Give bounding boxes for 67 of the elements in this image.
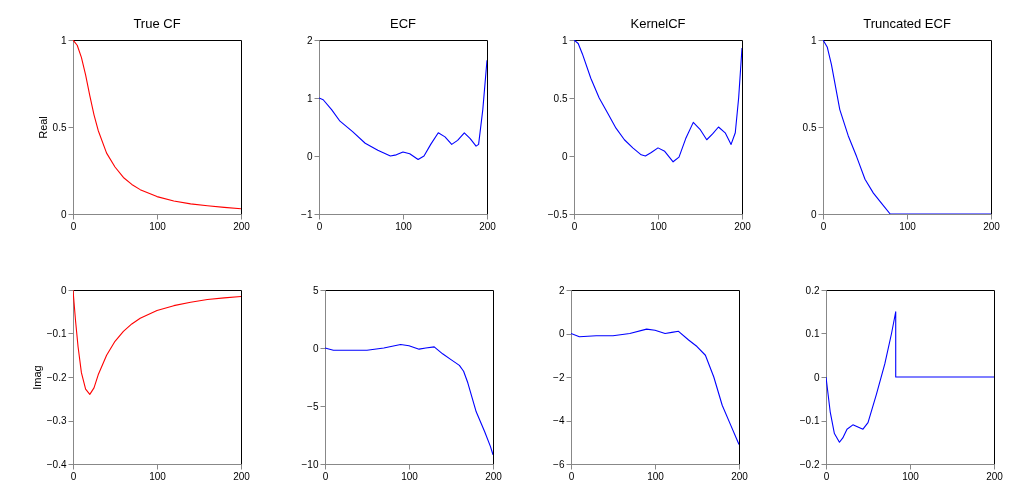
y-tick-label: 0.1 [805,328,820,339]
y-tick-label: 2 [558,284,565,296]
y-tick-label: 5 [312,284,319,296]
x-tick-label: 100 [899,220,917,232]
y-tick-label: 0 [810,208,817,220]
x-tick-label: 100 [647,470,665,482]
y-tick-label: −2 [553,371,565,383]
y-tick-label: −5 [307,400,319,412]
y-tick-label: 1 [60,34,67,46]
x-tick-label: 200 [479,220,497,232]
line-series [571,328,739,445]
x-tick-label: 0 [823,470,830,482]
y-axis-title: Real [36,116,49,139]
y-tick-label: −1 [301,208,313,220]
x-tick-label: 100 [149,220,167,232]
x-tick-label: 200 [983,220,1001,232]
x-tick-label: 100 [401,470,419,482]
x-tick-label: 200 [986,470,1004,482]
y-tick-label: 0.5 [802,121,817,133]
y-tick-label: −0.5 [547,208,568,220]
line-series [73,40,241,210]
x-tick-label: 100 [650,220,668,232]
x-tick-label: 200 [734,220,752,232]
line-series [574,40,742,163]
y-tick-label: −0.2 [799,458,820,470]
y-tick-label: 0 [60,284,67,296]
chart-title: KernelCF [630,16,686,31]
y-tick-label: 0 [813,371,820,383]
x-tick-label: 0 [70,470,77,482]
line-series [826,311,994,443]
y-tick-label: 1 [306,92,313,104]
y-tick-label: 0.5 [553,92,568,104]
x-tick-label: 200 [485,470,503,482]
x-tick-label: 0 [571,220,578,232]
x-tick-label: 100 [395,220,413,232]
y-tick-label: −0.3 [46,415,67,426]
y-tick-label: 0 [60,208,67,220]
x-tick-label: 100 [149,470,167,482]
y-tick-label: 0.2 [805,284,820,296]
y-tick-label: 1 [810,34,817,46]
y-tick-label: 1 [561,34,568,46]
line-series [325,343,493,456]
x-tick-label: 0 [322,470,329,482]
x-tick-label: 200 [233,220,251,232]
x-tick-label: 0 [70,220,77,232]
line-series [73,290,241,395]
y-tick-label: −0.1 [46,328,67,339]
y-tick-label: −6 [553,458,565,470]
y-tick-label: −10 [301,458,319,470]
y-tick-label: 0 [558,328,565,339]
y-tick-label: 0 [306,150,313,162]
y-tick-label: −0.1 [799,415,820,426]
x-tick-label: 200 [731,470,749,482]
y-tick-label: −0.4 [46,458,67,470]
chart-title: True CF [133,16,181,31]
y-tick-label: 2 [306,34,313,46]
y-tick-label: 0.5 [52,121,67,133]
chart-title: ECF [390,16,417,31]
y-tick-label: 0 [312,342,319,354]
x-tick-label: 200 [233,470,251,482]
line-series [319,59,487,161]
y-tick-label: 0 [561,150,568,162]
y-axis-title: Imag [30,365,43,390]
y-tick-label: −0.2 [46,371,67,383]
x-tick-label: 100 [902,470,920,482]
y-tick-label: −4 [553,415,565,426]
chart-title: Truncated ECF [863,16,951,31]
